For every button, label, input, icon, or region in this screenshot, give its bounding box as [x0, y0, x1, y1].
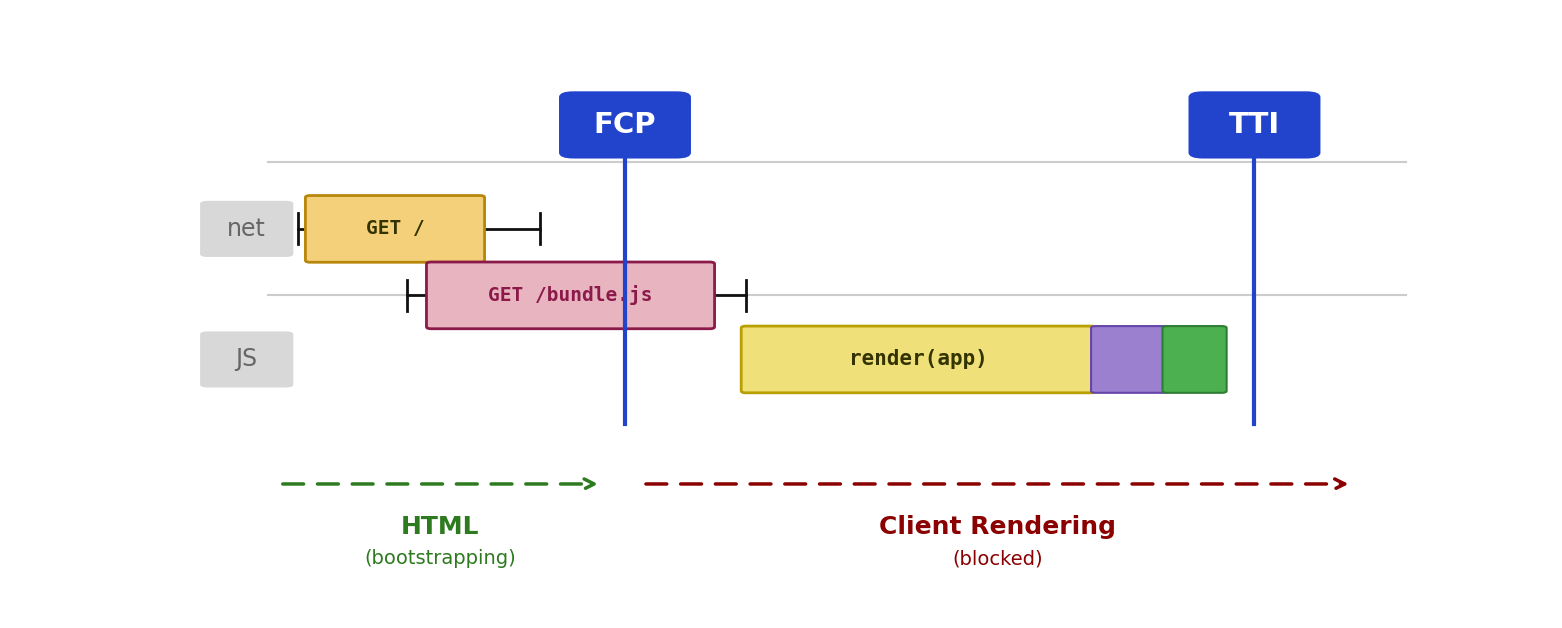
Text: GET /: GET / — [366, 219, 425, 239]
Text: (bootstrapping): (bootstrapping) — [364, 550, 517, 568]
FancyBboxPatch shape — [1189, 91, 1320, 158]
Text: TTI: TTI — [1229, 111, 1281, 139]
Text: render(app): render(app) — [850, 349, 989, 369]
Text: (blocked): (blocked) — [951, 550, 1042, 568]
FancyBboxPatch shape — [1162, 326, 1226, 393]
Text: GET /bundle.js: GET /bundle.js — [489, 285, 653, 305]
Text: net: net — [226, 217, 266, 241]
FancyBboxPatch shape — [306, 195, 484, 263]
FancyBboxPatch shape — [426, 262, 714, 328]
FancyBboxPatch shape — [1090, 326, 1168, 393]
FancyBboxPatch shape — [200, 332, 294, 387]
FancyBboxPatch shape — [742, 326, 1097, 393]
Text: JS: JS — [236, 347, 258, 371]
FancyBboxPatch shape — [200, 201, 294, 257]
FancyBboxPatch shape — [559, 91, 690, 158]
Text: Client Rendering: Client Rendering — [879, 516, 1115, 539]
Text: HTML: HTML — [401, 516, 480, 539]
Text: FCP: FCP — [594, 111, 656, 139]
